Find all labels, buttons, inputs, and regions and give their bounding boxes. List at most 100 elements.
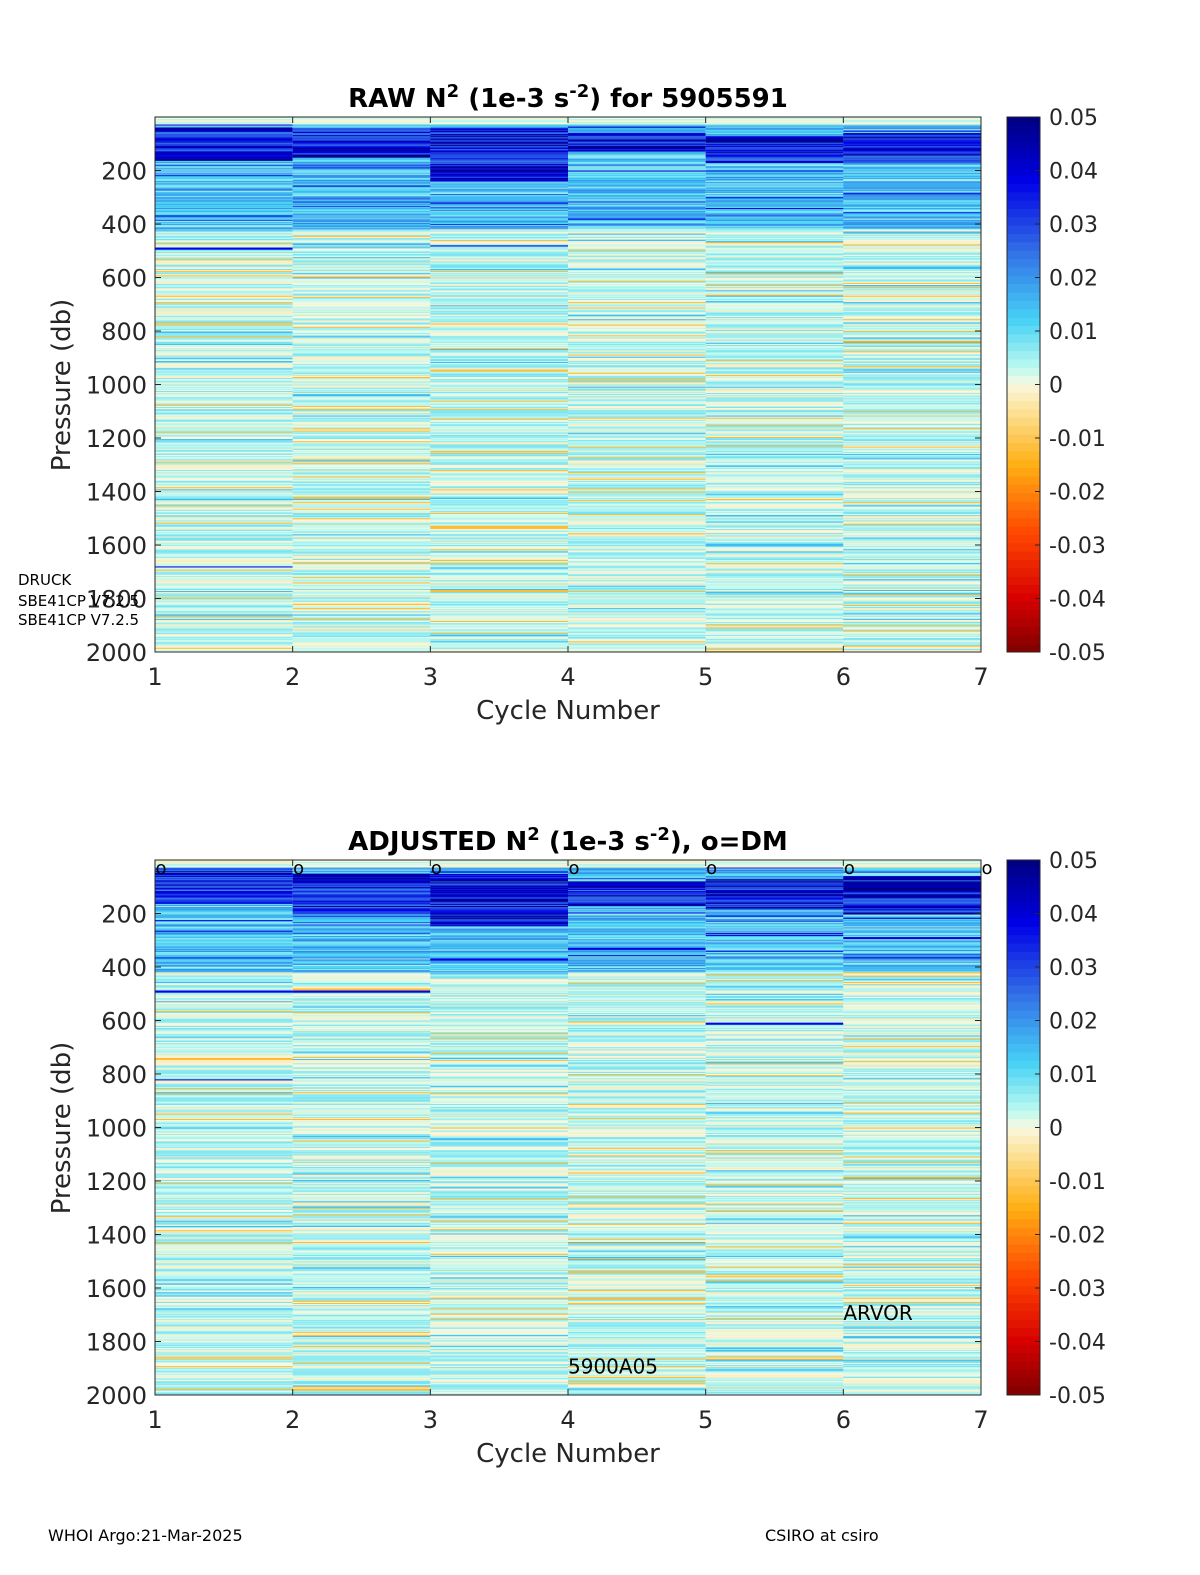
n2-cell: [568, 592, 706, 594]
n2-cell: [155, 1328, 293, 1331]
n2-cell: [155, 972, 293, 974]
n2-cell: [155, 622, 293, 624]
n2-cell: [155, 1027, 293, 1030]
n2-cell: [568, 1027, 706, 1030]
n2-cell: [292, 956, 431, 958]
n2-cell: [155, 129, 293, 132]
n2-cell: [843, 556, 981, 559]
n2-cell: [568, 1030, 706, 1032]
n2-cell: [430, 264, 568, 267]
n2-cell: [430, 942, 568, 944]
n2-cell: [430, 1351, 568, 1353]
n2-cell: [155, 327, 293, 330]
n2-cell: [292, 1231, 431, 1233]
n2-cell: [705, 396, 844, 398]
n2-cell: [568, 1198, 706, 1200]
n2-cell: [292, 355, 431, 358]
n2-cell: [843, 136, 981, 138]
n2-cell: [155, 433, 293, 436]
n2-cell: [568, 141, 706, 144]
n2-cell: [292, 256, 431, 258]
n2-cell: [568, 979, 706, 982]
n2-cell: [568, 474, 706, 476]
n2-cell: [155, 257, 293, 259]
n2-cell: [430, 211, 568, 213]
n2-cell: [155, 904, 293, 907]
n2-cell: [568, 1122, 706, 1124]
n2-cell: [705, 181, 844, 183]
n2-cell: [430, 1108, 568, 1110]
n2-cell: [568, 501, 706, 503]
n2-cell: [568, 370, 706, 373]
n2-cell: [568, 1128, 706, 1131]
n2-cell: [843, 203, 981, 206]
n2-cell: [155, 217, 293, 220]
n2-cell: [568, 996, 706, 999]
n2-cell: [155, 1380, 293, 1382]
n2-cell: [155, 345, 293, 348]
n2-cell: [430, 270, 568, 272]
n2-cell: [430, 1063, 568, 1065]
n2-cell: [430, 429, 568, 431]
n2-cell: [155, 567, 293, 569]
n2-cell: [568, 325, 706, 328]
n2-cell: [155, 518, 293, 520]
n2-cell: [705, 215, 844, 217]
n2-cell: [292, 973, 431, 975]
n2-cell: [155, 205, 293, 208]
n2-cell: [430, 1207, 568, 1210]
n2-cell: [843, 386, 981, 389]
n2-cell: [430, 248, 568, 251]
n2-cell: [568, 628, 706, 630]
n2-cell: [430, 154, 568, 156]
n2-cell: [292, 326, 431, 329]
n2-cell: [292, 1123, 431, 1125]
n2-cell: [155, 472, 293, 474]
n2-cell: [568, 500, 706, 502]
n2-cell: [705, 306, 844, 308]
n2-cell: [843, 565, 981, 567]
n2-cell: [292, 646, 431, 649]
n2-cell: [430, 1093, 568, 1095]
n2-cell: [568, 1184, 706, 1186]
n2-cell: [430, 458, 568, 460]
n2-cell: [705, 337, 844, 339]
n2-cell: [292, 146, 431, 149]
n2-cell: [568, 154, 706, 156]
n2-cell: [430, 1145, 568, 1148]
n2-cell: [705, 198, 844, 200]
n2-cell: [155, 953, 293, 955]
n2-cell: [843, 324, 981, 327]
n2-cell: [568, 363, 706, 365]
n2-cell: [430, 406, 568, 409]
n2-cell: [568, 990, 706, 993]
n2-cell: [568, 1049, 706, 1051]
n2-cell: [568, 1126, 706, 1128]
n2-cell: [568, 584, 706, 587]
n2-cell: [155, 1100, 293, 1103]
n2-cell: [705, 382, 844, 384]
n2-cell: [430, 1107, 568, 1109]
n2-cell: [155, 962, 293, 965]
n2-cell: [430, 907, 568, 909]
n2-cell: [292, 623, 431, 625]
n2-cell: [430, 402, 568, 405]
n2-cell: [430, 1249, 568, 1251]
n2-cell: [155, 937, 293, 939]
n2-cell: [568, 646, 706, 649]
n2-cell: [705, 342, 844, 345]
n2-cell: [155, 631, 293, 634]
n2-cell: [292, 1002, 431, 1004]
n2-cell: [155, 1076, 293, 1078]
n2-cell: [155, 241, 293, 243]
colorbar-segment: [1007, 593, 1040, 603]
n2-cell: [292, 1053, 431, 1056]
n2-cell: [292, 1177, 431, 1180]
n2-cell: [430, 1192, 568, 1195]
n2-cell: [292, 399, 431, 401]
colorbar-segment: [1007, 292, 1040, 302]
n2-cell: [155, 354, 293, 357]
n2-cell: [568, 304, 706, 306]
n2-cell: [155, 516, 293, 518]
n2-cell: [292, 900, 431, 903]
